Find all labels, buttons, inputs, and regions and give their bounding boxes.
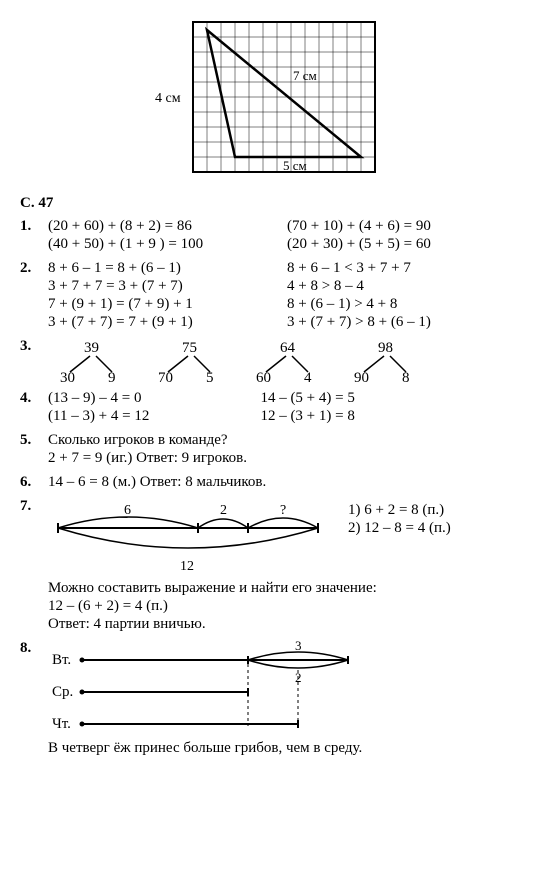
split-64: 64 60 4 [244, 338, 324, 384]
p7-explain: Можно составить выражение и найти его зн… [48, 580, 526, 597]
svg-text:98: 98 [378, 340, 393, 356]
split-75: 75 70 5 [146, 338, 226, 384]
p2-l2: 3 + 7 + 7 = 3 + (7 + 7) [48, 278, 287, 295]
svg-text:Чт.: Чт. [52, 716, 71, 732]
problem-number: 5. [20, 432, 48, 468]
p1-l2: (40 + 50) + (1 + 9 ) = 100 [48, 236, 287, 253]
problem-5: 5. Сколько игроков в команде? 2 + 7 = 9 … [20, 432, 526, 468]
svg-text:39: 39 [84, 340, 99, 356]
svg-text:60: 60 [256, 370, 271, 384]
problem-number: 8. [20, 640, 48, 758]
p2-r4: 3 + (7 + 7) > 8 + (6 – 1) [287, 314, 526, 331]
svg-text:30: 30 [60, 370, 75, 384]
p6-text: 14 – 6 = 8 (м.) Ответ: 8 мальчиков. [48, 474, 526, 491]
svg-text:64: 64 [280, 340, 296, 356]
lens-diagram: 6 2 ? 12 [48, 498, 328, 576]
p2-l1: 8 + 6 – 1 = 8 + (6 – 1) [48, 260, 287, 277]
svg-text:75: 75 [182, 340, 197, 356]
problem-number: 3. [20, 338, 48, 384]
problem-number: 4. [20, 390, 48, 426]
p1-r2: (20 + 30) + (5 + 5) = 60 [287, 236, 526, 253]
p2-r3: 8 + (6 – 1) > 4 + 8 [287, 296, 526, 313]
p2-l4: 3 + (7 + 7) = 7 + (9 + 1) [48, 314, 287, 331]
svg-text:2: 2 [220, 503, 227, 518]
label-4cm: 4 см [155, 91, 181, 106]
p7-eq1: 1) 6 + 2 = 8 (п.) [348, 502, 451, 519]
p2-r1: 8 + 6 – 1 < 3 + 7 + 7 [287, 260, 526, 277]
label-7cm: 7 см [293, 68, 317, 83]
p7-expr: 12 – (6 + 2) = 4 (п.) [48, 598, 526, 615]
problem-4: 4. (13 – 9) – 4 = 0 (11 – 3) + 4 = 12 14… [20, 390, 526, 426]
svg-text:6: 6 [124, 503, 131, 518]
svg-text:5: 5 [206, 370, 214, 384]
svg-text:9: 9 [108, 370, 116, 384]
svg-text:8: 8 [402, 370, 410, 384]
p2-r2: 4 + 8 > 8 – 4 [287, 278, 526, 295]
svg-text:Ср.: Ср. [52, 684, 73, 700]
triangle-grid-figure: 4 см 7 см 5 см [20, 12, 526, 187]
svg-text:3: 3 [295, 640, 302, 653]
p7-eq2: 2) 12 – 8 = 4 (п.) [348, 520, 451, 537]
label-5cm: 5 см [283, 158, 307, 173]
p5-a: 2 + 7 = 9 (иг.) Ответ: 9 игроков. [48, 450, 526, 467]
p2-l3: 7 + (9 + 1) = (7 + 9) + 1 [48, 296, 287, 313]
p8-conclusion: В четверг ёж принес больше грибов, чем в… [48, 740, 526, 757]
svg-text:4: 4 [304, 370, 312, 384]
p4-r1: 14 – (5 + 4) = 5 [260, 390, 526, 407]
problem-number: 7. [20, 498, 48, 634]
bar-diagram: Вт. Ср. Чт. 3 2 [48, 640, 526, 740]
svg-text:70: 70 [158, 370, 173, 384]
problem-6: 6. 14 – 6 = 8 (м.) Ответ: 8 мальчиков. [20, 474, 526, 492]
p1-l1: (20 + 60) + (8 + 2) = 86 [48, 218, 287, 235]
split-39: 39 30 9 [48, 338, 128, 384]
p5-q: Сколько игроков в команде? [48, 432, 526, 449]
p1-r1: (70 + 10) + (4 + 6) = 90 [287, 218, 526, 235]
problem-2: 2. 8 + 6 – 1 = 8 + (6 – 1) 3 + 7 + 7 = 3… [20, 260, 526, 332]
problem-7: 7. 6 [20, 498, 526, 634]
svg-text:Вт.: Вт. [52, 652, 71, 668]
p4-r2: 12 – (3 + 1) = 8 [260, 408, 526, 425]
problem-number: 2. [20, 260, 48, 332]
split-98: 98 90 8 [342, 338, 422, 384]
problem-1: 1. (20 + 60) + (8 + 2) = 86 (40 + 50) + … [20, 218, 526, 254]
p4-l2: (11 – 3) + 4 = 12 [48, 408, 260, 425]
p4-l1: (13 – 9) – 4 = 0 [48, 390, 260, 407]
problem-8: 8. Вт. Ср. Чт. 3 2 [20, 640, 526, 758]
problem-3: 3. 39 30 9 75 70 5 64 [20, 338, 526, 384]
svg-text:12: 12 [180, 559, 194, 574]
problem-number: 6. [20, 474, 48, 492]
p7-answer: Ответ: 4 партии вничью. [48, 616, 526, 633]
problem-number: 1. [20, 218, 48, 254]
svg-text:?: ? [280, 503, 286, 518]
page-reference: С. 47 [20, 195, 526, 212]
svg-text:90: 90 [354, 370, 369, 384]
